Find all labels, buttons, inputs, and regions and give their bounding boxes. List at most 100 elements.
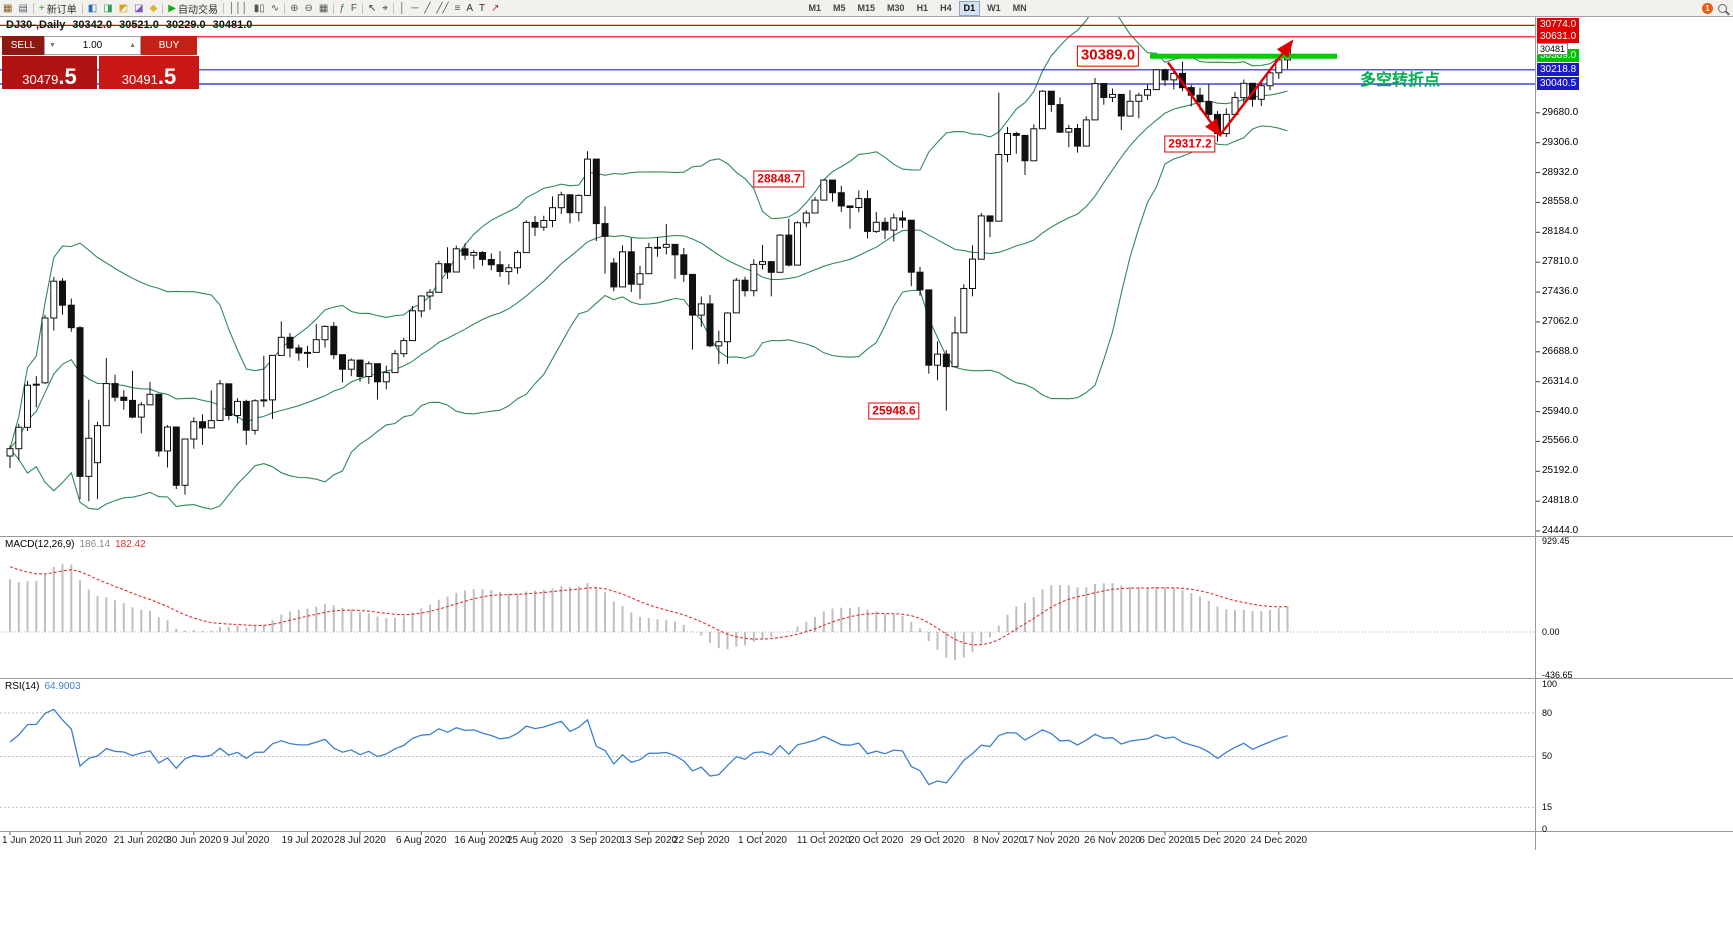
- rsi-axis-label: 15: [1542, 802, 1553, 813]
- sell-price-button[interactable]: 30479.5: [2, 56, 97, 89]
- candle-chart-icon: ▮▯: [253, 2, 265, 14]
- timeframe-mn[interactable]: MN: [1012, 2, 1027, 13]
- data-window-icon: ◨: [103, 2, 113, 14]
- label-icon[interactable]: T: [476, 1, 488, 16]
- zoom-out-icon[interactable]: ⊖: [302, 1, 316, 16]
- auto-trading-button[interactable]: ▶ 自动交易: [165, 1, 221, 16]
- arrows-icon[interactable]: ↗: [488, 1, 502, 16]
- horizontal-line-icon[interactable]: ─: [408, 1, 421, 16]
- timeframe-m15[interactable]: M15: [857, 2, 876, 13]
- price-axis-label: 28558.0: [1542, 196, 1579, 208]
- f-icon[interactable]: F: [348, 1, 360, 16]
- buy-price-button[interactable]: 30491.5: [99, 56, 199, 89]
- data-window-icon[interactable]: ◨: [100, 1, 115, 16]
- text-icon: A: [466, 2, 473, 14]
- time-axis-label: 6 Aug 2020: [395, 835, 447, 846]
- tile-windows-icon[interactable]: ▦: [316, 1, 331, 16]
- text-icon[interactable]: A: [463, 1, 476, 16]
- channel-icon[interactable]: ╱╱: [433, 1, 451, 16]
- rsi-label: RSI(14) 64.9003: [5, 681, 86, 692]
- macd-signal-value: 182.42: [115, 539, 146, 550]
- timeframe-m5[interactable]: M5: [833, 2, 846, 13]
- time-axis-label: 9 Jul 2020: [223, 835, 270, 846]
- macd-name: MACD(12,26,9): [5, 539, 75, 550]
- fibonacci-icon: ≡: [454, 2, 461, 14]
- rsi-axis-label: 50: [1542, 751, 1553, 762]
- fibonacci-icon[interactable]: ≡: [451, 1, 463, 16]
- price-axis-label: 24444.0: [1542, 525, 1579, 537]
- candle-chart-icon[interactable]: ▮▯: [251, 1, 268, 16]
- vertical-line-icon: │: [399, 2, 406, 14]
- buy-price-main: 30491: [121, 72, 158, 87]
- indicators-icon: ƒ: [339, 2, 345, 14]
- time-axis-label: 13 Sep 2020: [620, 835, 678, 846]
- channel-icon: ╱╱: [436, 2, 449, 14]
- volume-up-icon[interactable]: ▲: [129, 42, 136, 49]
- crosshair-icon[interactable]: ⌖: [379, 1, 391, 16]
- macd-axis-label: 0.00: [1542, 627, 1560, 637]
- terminal-icon[interactable]: ◪: [131, 1, 146, 16]
- market-watch-icon[interactable]: ◧: [85, 1, 100, 16]
- price-axis-label: 29306.0: [1542, 136, 1579, 148]
- ohlc-open: 30342.0: [72, 19, 113, 31]
- zoom-in-icon: ⊕: [290, 2, 299, 14]
- timeframe-h1[interactable]: H1: [916, 2, 929, 13]
- indicators-icon[interactable]: ƒ: [336, 1, 348, 16]
- notification-badge[interactable]: 1: [1702, 2, 1713, 14]
- sell-price-frac: .5: [58, 64, 77, 89]
- buy-price-frac: .5: [157, 64, 177, 89]
- chart-annotation[interactable]: 28848.7: [753, 170, 805, 188]
- metaeditor-icon: ◆: [149, 2, 158, 14]
- ohlc-high: 30521.0: [119, 19, 159, 31]
- volume-down-icon[interactable]: ▼: [49, 42, 56, 49]
- rsi-axis-label: 80: [1542, 707, 1553, 718]
- new-chart-icon[interactable]: ▦: [0, 1, 15, 16]
- chart-annotation[interactable]: 30389.0: [1076, 45, 1140, 67]
- chart-annotation[interactable]: 25948.6: [868, 402, 920, 420]
- horizontal-line-icon: ─: [411, 2, 419, 14]
- price-axis-label: 28932.0: [1542, 166, 1579, 178]
- auto-trading-button: ▶: [168, 2, 176, 14]
- market-watch-icon: ◧: [87, 2, 98, 14]
- chart-profiles-icon[interactable]: ▤: [15, 1, 30, 16]
- timeframe-w1[interactable]: W1: [987, 2, 1001, 13]
- time-axis-label: 25 Aug 2020: [506, 835, 564, 846]
- chart-annotation[interactable]: 多空转折点: [1359, 71, 1441, 89]
- sell-button[interactable]: SELL: [2, 36, 44, 55]
- time-axis-label: 20 Oct 2020: [849, 835, 904, 846]
- macd-axis-label: 929.45: [1542, 536, 1570, 547]
- vertical-line-icon[interactable]: │: [396, 1, 408, 16]
- time-axis-label: 19 Jul 2020: [281, 835, 334, 846]
- new-chart-icon: ▦: [3, 2, 13, 14]
- volume-input[interactable]: ▼ 1.00 ▲: [44, 36, 141, 55]
- line-chart-icon[interactable]: ∿: [268, 1, 282, 16]
- price-level-label: 30774.0: [1537, 18, 1580, 32]
- time-axis-label: 15 Dec 2020: [1189, 835, 1246, 846]
- zoom-out-icon: ⊖: [304, 2, 313, 14]
- search-icon[interactable]: [1718, 3, 1727, 13]
- navigator-icon[interactable]: ◩: [116, 1, 131, 16]
- price-axis-label: 28184.0: [1542, 226, 1579, 238]
- toolbar-separator: [81, 2, 83, 14]
- trendline-icon[interactable]: ╱: [421, 1, 433, 16]
- timeframe-m1[interactable]: M1: [808, 2, 822, 13]
- line-chart-icon: ∿: [270, 2, 280, 14]
- cursor-icon[interactable]: ↖: [365, 1, 379, 16]
- cursor-icon: ↖: [368, 2, 377, 14]
- chart-annotation[interactable]: 29317.2: [1164, 135, 1216, 153]
- time-axis-label: 22 Sep 2020: [672, 835, 730, 846]
- timeframe-h4[interactable]: H4: [940, 2, 952, 13]
- time-axis-label: 17 Nov 2020: [1022, 835, 1080, 846]
- new-order-button[interactable]: + 新订单: [36, 1, 80, 16]
- chart-title: DJ30-,Daily 30342.0 30521.0 30229.0 30481.0: [6, 19, 259, 31]
- time-axis-label: 16 Aug 2020: [454, 835, 511, 846]
- buy-button[interactable]: BUY: [141, 36, 197, 55]
- metaeditor-icon[interactable]: ◆: [147, 1, 161, 16]
- timeframe-d1[interactable]: D1: [958, 0, 981, 16]
- terminal-icon: ◪: [134, 2, 144, 14]
- ohlc-close: 30481.0: [212, 19, 253, 31]
- zoom-in-icon[interactable]: ⊕: [287, 1, 301, 16]
- bar-chart-icon[interactable]: │││: [226, 1, 251, 16]
- current-price-label: 30481: [1537, 42, 1569, 55]
- timeframe-m30[interactable]: M30: [887, 2, 905, 13]
